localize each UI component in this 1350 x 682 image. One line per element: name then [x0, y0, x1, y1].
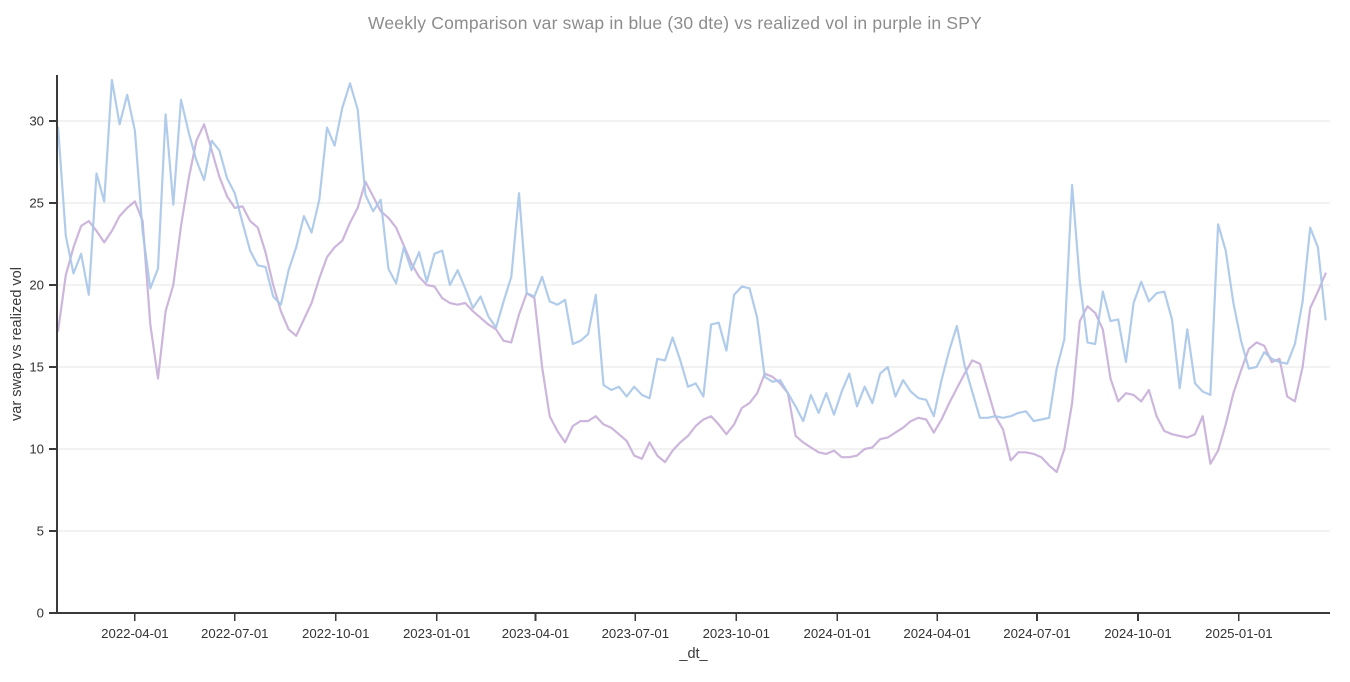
x-tick-label: 2025-01-01 [1205, 626, 1272, 641]
y-tick-label: 30 [29, 114, 44, 129]
x-tick-label: 2022-04-01 [101, 626, 168, 641]
x-tick-label: 2023-01-01 [403, 626, 470, 641]
y-tick-label: 25 [29, 196, 44, 211]
x-axis-label: _dt_ [679, 646, 708, 662]
chart-title: Weekly Comparison var swap in blue (30 d… [367, 13, 983, 33]
y-tick-label: 5 [37, 524, 44, 539]
y-tick-label: 0 [37, 606, 44, 621]
x-tick-label: 2024-01-01 [804, 626, 871, 641]
x-tick-label: 2023-04-01 [502, 626, 569, 641]
y-tick-label: 15 [29, 360, 44, 375]
x-tick-label: 2023-10-01 [703, 626, 770, 641]
y-tick-label: 10 [29, 442, 44, 457]
x-tick-label: 2023-07-01 [602, 626, 669, 641]
x-tick-label: 2024-10-01 [1104, 626, 1171, 641]
y-tick-label: 20 [29, 278, 44, 293]
x-tick-label: 2024-04-01 [903, 626, 970, 641]
x-tick-label: 2022-07-01 [201, 626, 268, 641]
realized-vol-line [56, 123, 1327, 474]
x-tick-label: 2022-10-01 [302, 626, 369, 641]
x-tick-label: 2024-07-01 [1003, 626, 1070, 641]
var-swap-line [56, 78, 1327, 423]
